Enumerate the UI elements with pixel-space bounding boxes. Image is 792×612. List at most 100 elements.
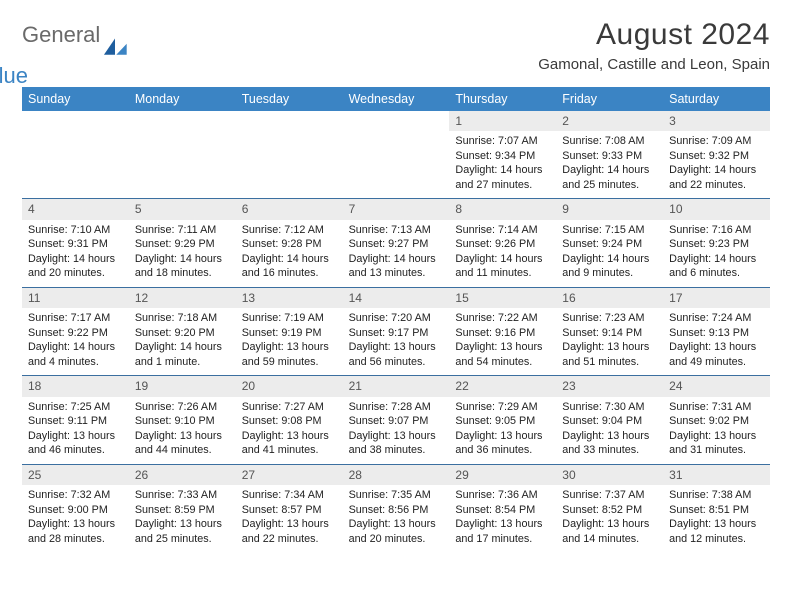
day-cell: 26 Sunrise: 7:33 AMSunset: 8:59 PMDayligh… bbox=[129, 465, 236, 552]
daylight-text: Daylight: 13 hours and 28 minutes. bbox=[28, 517, 123, 546]
day-cell-empty: . bbox=[129, 111, 236, 198]
day-number: 21 bbox=[343, 376, 450, 396]
week-row: 11Sunrise: 7:17 AMSunset: 9:22 PMDayligh… bbox=[22, 287, 770, 375]
calendar-grid: SundayMondayTuesdayWednesdayThursdayFrid… bbox=[22, 87, 770, 552]
week-row: 4Sunrise: 7:10 AMSunset: 9:31 PMDaylight… bbox=[22, 198, 770, 286]
day-body: Sunrise: 7:08 AMSunset: 9:33 PMDaylight:… bbox=[556, 134, 663, 192]
sunrise-text: Sunrise: 7:13 AM bbox=[349, 223, 444, 238]
day-number: 31 bbox=[663, 465, 770, 485]
week-row: 25Sunrise: 7:32 AMSunset: 9:00 PMDayligh… bbox=[22, 464, 770, 552]
sunset-text: Sunset: 9:02 PM bbox=[669, 414, 764, 429]
sunrise-text: Sunrise: 7:19 AM bbox=[242, 311, 337, 326]
sunrise-text: Sunrise: 7:30 AM bbox=[562, 400, 657, 415]
daylight-text: Daylight: 14 hours and 9 minutes. bbox=[562, 252, 657, 281]
day-body: Sunrise: 7:16 AMSunset: 9:23 PMDaylight:… bbox=[663, 223, 770, 281]
day-body: Sunrise: 7:27 AMSunset: 9:08 PMDaylight:… bbox=[236, 400, 343, 458]
daylight-text: Daylight: 14 hours and 20 minutes. bbox=[28, 252, 123, 281]
day-body: Sunrise: 7:29 AMSunset: 9:05 PMDaylight:… bbox=[449, 400, 556, 458]
day-number: 6 bbox=[236, 199, 343, 219]
sunset-text: Sunset: 9:27 PM bbox=[349, 237, 444, 252]
week-row: ....1Sunrise: 7:07 AMSunset: 9:34 PMDayl… bbox=[22, 111, 770, 198]
day-body: Sunrise: 7:31 AMSunset: 9:02 PMDaylight:… bbox=[663, 400, 770, 458]
day-cell: 15Sunrise: 7:22 AMSunset: 9:16 PMDayligh… bbox=[449, 288, 556, 375]
day-number: 19 bbox=[129, 376, 236, 396]
sunrise-text: Sunrise: 7:33 AM bbox=[135, 488, 230, 503]
day-body: Sunrise: 7:36 AMSunset: 8:54 PMDaylight:… bbox=[449, 488, 556, 546]
sunrise-text: Sunrise: 7:29 AM bbox=[455, 400, 550, 415]
location-label: Gamonal, Castille and Leon, Spain bbox=[538, 56, 770, 73]
sunset-text: Sunset: 9:14 PM bbox=[562, 326, 657, 341]
sunrise-text: Sunrise: 7:27 AM bbox=[242, 400, 337, 415]
sunset-text: Sunset: 9:26 PM bbox=[455, 237, 550, 252]
sunrise-text: Sunrise: 7:26 AM bbox=[135, 400, 230, 415]
day-cell: 28Sunrise: 7:35 AMSunset: 8:56 PMDayligh… bbox=[343, 465, 450, 552]
daylight-text: Daylight: 13 hours and 17 minutes. bbox=[455, 517, 550, 546]
day-cell: 22 Sunrise: 7:29 AMSunset: 9:05 PMDayligh… bbox=[449, 376, 556, 463]
daylight-text: Daylight: 14 hours and 6 minutes. bbox=[669, 252, 764, 281]
day-cell: 2 Sunrise: 7:08 AMSunset: 9:33 PMDaylight… bbox=[556, 111, 663, 198]
daylight-text: Daylight: 13 hours and 33 minutes. bbox=[562, 429, 657, 458]
dow-cell: Thursday bbox=[449, 87, 556, 111]
week-row: 18Sunrise: 7:25 AMSunset: 9:11 PMDayligh… bbox=[22, 375, 770, 463]
day-cell: 24Sunrise: 7:31 AMSunset: 9:02 PMDayligh… bbox=[663, 376, 770, 463]
daylight-text: Daylight: 14 hours and 27 minutes. bbox=[455, 163, 550, 192]
day-body: Sunrise: 7:10 AMSunset: 9:31 PMDaylight:… bbox=[22, 223, 129, 281]
daylight-text: Daylight: 13 hours and 25 minutes. bbox=[135, 517, 230, 546]
day-number: 9 bbox=[556, 199, 663, 219]
day-body: Sunrise: 7:20 AMSunset: 9:17 PMDaylight:… bbox=[343, 311, 450, 369]
daylight-text: Daylight: 13 hours and 31 minutes. bbox=[669, 429, 764, 458]
day-number: 12 bbox=[129, 288, 236, 308]
sunset-text: Sunset: 9:24 PM bbox=[562, 237, 657, 252]
sunrise-text: Sunrise: 7:11 AM bbox=[135, 223, 230, 238]
daylight-text: Daylight: 13 hours and 44 minutes. bbox=[135, 429, 230, 458]
daylight-text: Daylight: 13 hours and 46 minutes. bbox=[28, 429, 123, 458]
sunrise-text: Sunrise: 7:12 AM bbox=[242, 223, 337, 238]
day-cell-empty: . bbox=[236, 111, 343, 198]
day-cell: 20Sunrise: 7:27 AMSunset: 9:08 PMDayligh… bbox=[236, 376, 343, 463]
day-number: 3 bbox=[663, 111, 770, 131]
sunset-text: Sunset: 9:34 PM bbox=[455, 149, 550, 164]
sunrise-text: Sunrise: 7:28 AM bbox=[349, 400, 444, 415]
sunrise-text: Sunrise: 7:36 AM bbox=[455, 488, 550, 503]
sunrise-text: Sunrise: 7:37 AM bbox=[562, 488, 657, 503]
daylight-text: Daylight: 13 hours and 20 minutes. bbox=[349, 517, 444, 546]
daylight-text: Daylight: 13 hours and 56 minutes. bbox=[349, 340, 444, 369]
sunset-text: Sunset: 8:54 PM bbox=[455, 503, 550, 518]
header: General Blue August 2024 Gamonal, Castil… bbox=[22, 18, 770, 73]
sunset-text: Sunset: 9:00 PM bbox=[28, 503, 123, 518]
day-number: 25 bbox=[22, 465, 129, 485]
day-cell: 14Sunrise: 7:20 AMSunset: 9:17 PMDayligh… bbox=[343, 288, 450, 375]
day-cell: 29Sunrise: 7:36 AMSunset: 8:54 PMDayligh… bbox=[449, 465, 556, 552]
sunrise-text: Sunrise: 7:32 AM bbox=[28, 488, 123, 503]
day-cell: 7Sunrise: 7:13 AMSunset: 9:27 PMDaylight… bbox=[343, 199, 450, 286]
sunrise-text: Sunrise: 7:35 AM bbox=[349, 488, 444, 503]
sunset-text: Sunset: 9:17 PM bbox=[349, 326, 444, 341]
day-body: Sunrise: 7:37 AMSunset: 8:52 PMDaylight:… bbox=[556, 488, 663, 546]
day-number: 23 bbox=[556, 376, 663, 396]
day-body: Sunrise: 7:11 AMSunset: 9:29 PMDaylight:… bbox=[129, 223, 236, 281]
day-number: 26 bbox=[129, 465, 236, 485]
daylight-text: Daylight: 14 hours and 18 minutes. bbox=[135, 252, 230, 281]
day-body: Sunrise: 7:22 AMSunset: 9:16 PMDaylight:… bbox=[449, 311, 556, 369]
sunset-text: Sunset: 9:33 PM bbox=[562, 149, 657, 164]
day-cell-empty: . bbox=[22, 111, 129, 198]
day-cell: 11Sunrise: 7:17 AMSunset: 9:22 PMDayligh… bbox=[22, 288, 129, 375]
day-cell: 4Sunrise: 7:10 AMSunset: 9:31 PMDaylight… bbox=[22, 199, 129, 286]
daylight-text: Daylight: 14 hours and 13 minutes. bbox=[349, 252, 444, 281]
brand-word1: General bbox=[22, 22, 100, 47]
day-number: 13 bbox=[236, 288, 343, 308]
sunset-text: Sunset: 9:07 PM bbox=[349, 414, 444, 429]
day-cell: 12Sunrise: 7:18 AMSunset: 9:20 PMDayligh… bbox=[129, 288, 236, 375]
sunrise-text: Sunrise: 7:25 AM bbox=[28, 400, 123, 415]
brand-sail-icon bbox=[102, 36, 128, 58]
sunrise-text: Sunrise: 7:15 AM bbox=[562, 223, 657, 238]
day-body: Sunrise: 7:34 AMSunset: 8:57 PMDaylight:… bbox=[236, 488, 343, 546]
day-number: 22 bbox=[449, 376, 556, 396]
day-number: 2 bbox=[556, 111, 663, 131]
sunset-text: Sunset: 9:16 PM bbox=[455, 326, 550, 341]
day-body: Sunrise: 7:33 AMSunset: 8:59 PMDaylight:… bbox=[129, 488, 236, 546]
daylight-text: Daylight: 13 hours and 41 minutes. bbox=[242, 429, 337, 458]
sunrise-text: Sunrise: 7:34 AM bbox=[242, 488, 337, 503]
day-body: Sunrise: 7:35 AMSunset: 8:56 PMDaylight:… bbox=[343, 488, 450, 546]
sunset-text: Sunset: 8:57 PM bbox=[242, 503, 337, 518]
